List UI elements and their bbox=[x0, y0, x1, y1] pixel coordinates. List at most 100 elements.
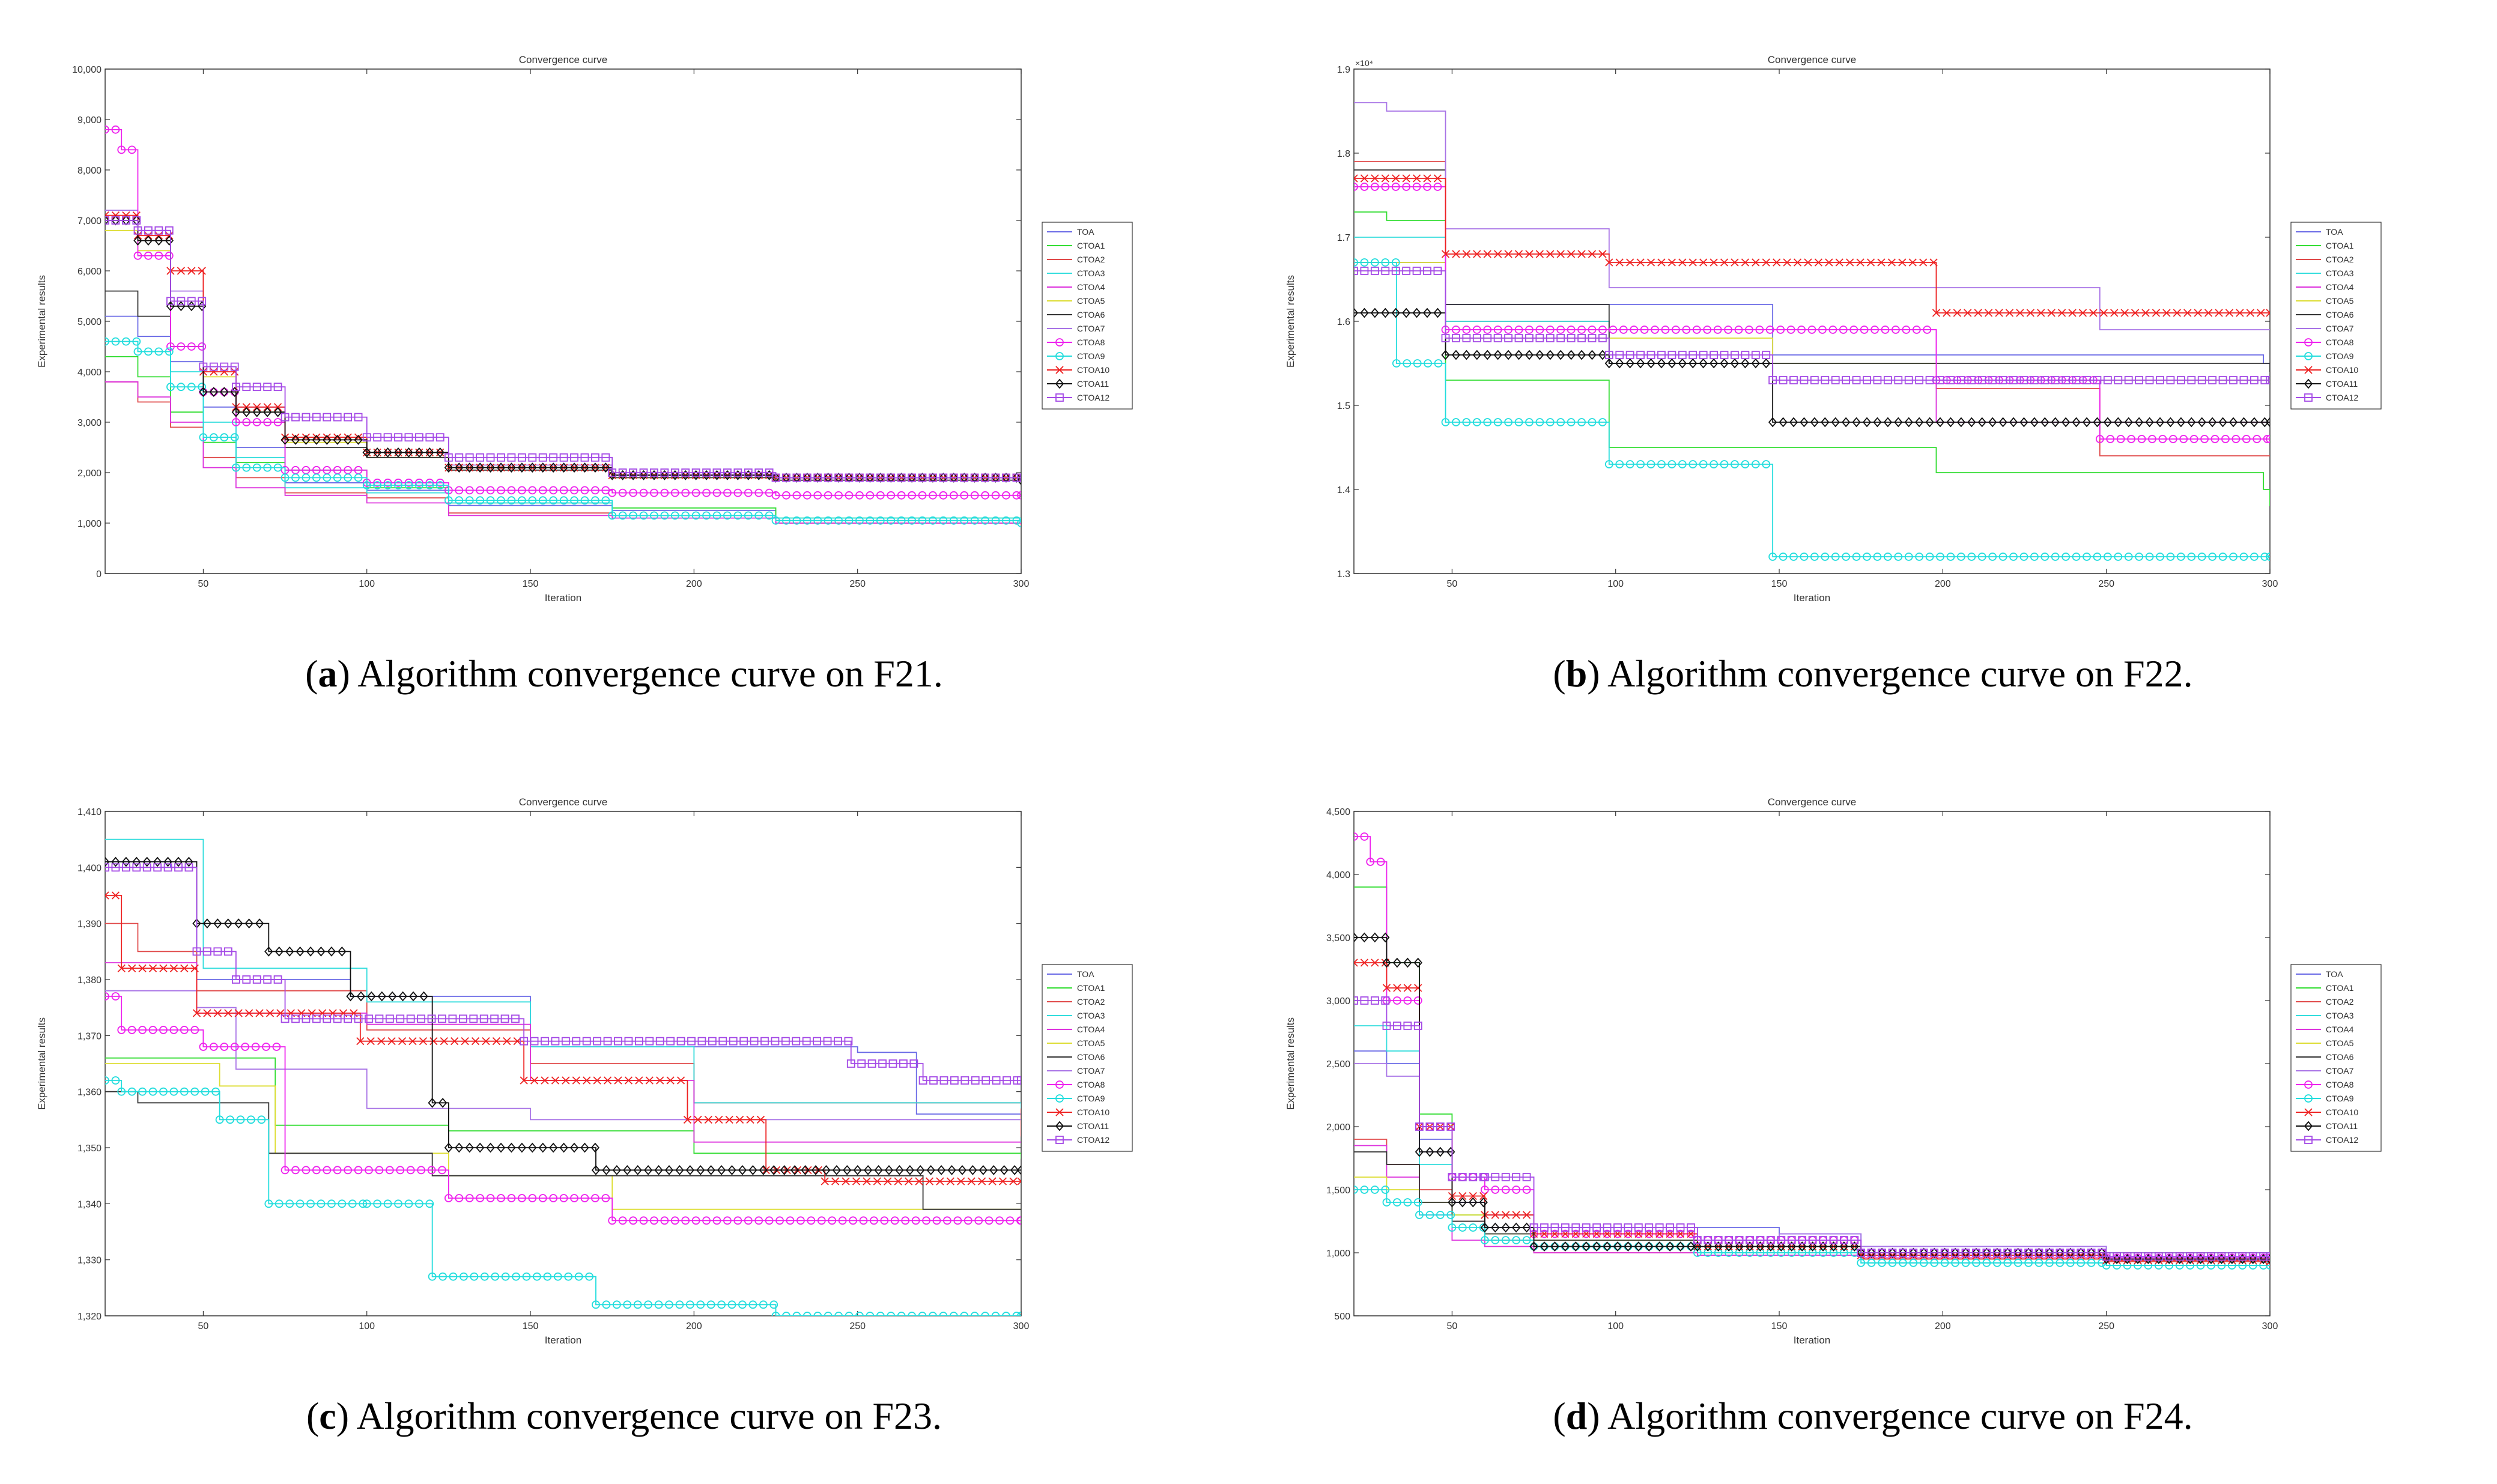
legend-marker bbox=[2304, 378, 2313, 389]
data-point-marker bbox=[111, 891, 120, 900]
data-point-marker bbox=[166, 342, 175, 351]
data-point-marker bbox=[1810, 553, 1819, 561]
data-point-marker bbox=[1751, 358, 1761, 369]
data-point-marker bbox=[796, 1216, 805, 1225]
data-point-marker bbox=[1842, 553, 1851, 561]
data-point-marker bbox=[1577, 326, 1586, 334]
data-point-marker bbox=[2148, 435, 2156, 443]
data-point-marker bbox=[220, 362, 229, 371]
data-point-marker bbox=[517, 1142, 527, 1153]
data-point-marker bbox=[1604, 358, 1614, 369]
data-point-marker bbox=[1982, 1258, 1991, 1267]
data-point-marker bbox=[624, 1037, 633, 1046]
data-point-marker bbox=[154, 347, 163, 356]
data-point-marker bbox=[561, 1037, 570, 1046]
data-point-marker bbox=[2134, 1261, 2142, 1270]
data-point-marker bbox=[2248, 1254, 2257, 1264]
data-point-marker bbox=[1946, 553, 1955, 561]
data-point-marker bbox=[177, 383, 186, 392]
data-point-marker bbox=[981, 516, 989, 525]
data-point-marker bbox=[1808, 1236, 1817, 1244]
series-layer bbox=[1354, 102, 2270, 561]
legend: TOACTOA1CTOA2CTOA3CTOA4CTOA5CTOA6CTOA7CT… bbox=[2290, 222, 2382, 410]
data-point-marker bbox=[1577, 334, 1586, 342]
series-ctoa12 bbox=[105, 863, 1021, 1085]
data-point-marker bbox=[2062, 376, 2071, 384]
data-point-marker bbox=[174, 863, 183, 872]
data-point-marker bbox=[273, 407, 282, 417]
data-point-marker bbox=[1472, 418, 1481, 426]
data-point-marker bbox=[354, 435, 363, 445]
y-tick-label: 3,000 bbox=[1326, 996, 1350, 1007]
data-point-marker bbox=[771, 1037, 780, 1046]
series-line bbox=[105, 838, 1021, 1109]
axis-exponent: ×10⁴ bbox=[1355, 58, 1373, 68]
data-point-marker bbox=[169, 1087, 178, 1096]
data-point-marker bbox=[1452, 326, 1460, 334]
data-point-marker bbox=[1567, 418, 1576, 426]
data-point-marker bbox=[285, 946, 294, 957]
y-tick-label: 1,380 bbox=[77, 975, 102, 986]
data-point-marker bbox=[907, 473, 917, 483]
legend-item-ctoa2: CTOA2 bbox=[2296, 997, 2354, 1007]
x-tick-label: 300 bbox=[1013, 1321, 1030, 1331]
data-point-marker bbox=[1370, 307, 1380, 318]
data-point-marker bbox=[1768, 376, 1777, 384]
data-point-marker bbox=[2087, 1249, 2096, 1257]
data-point-marker bbox=[427, 1014, 436, 1023]
data-point-marker bbox=[863, 1164, 873, 1175]
legend-label: CTOA7 bbox=[1077, 324, 1105, 333]
x-tick-label: 100 bbox=[359, 579, 375, 589]
data-point-marker bbox=[2175, 1261, 2184, 1270]
data-point-marker bbox=[2263, 435, 2270, 443]
data-point-marker bbox=[144, 347, 153, 356]
legend-marker bbox=[1055, 378, 1064, 389]
data-point-marker bbox=[1734, 326, 1743, 334]
data-point-marker bbox=[2124, 553, 2133, 561]
data-point-marker bbox=[138, 1026, 147, 1034]
data-point-marker bbox=[230, 362, 239, 371]
data-point-marker bbox=[1998, 376, 2007, 384]
data-point-marker bbox=[1755, 326, 1764, 334]
data-point-marker bbox=[2265, 417, 2270, 428]
data-point-marker bbox=[1535, 326, 1544, 334]
data-point-marker bbox=[1561, 1223, 1570, 1232]
data-point-marker bbox=[1839, 1249, 1848, 1257]
data-point-marker bbox=[2238, 1252, 2247, 1261]
legend-label: CTOA2 bbox=[2326, 997, 2354, 1007]
data-point-marker bbox=[1636, 358, 1645, 369]
legend-item-ctoa8: CTOA8 bbox=[2296, 1080, 2354, 1089]
data-point-marker bbox=[715, 1115, 723, 1124]
data-point-marker bbox=[2217, 1261, 2226, 1270]
data-point-marker bbox=[1370, 932, 1380, 943]
x-tick-label: 200 bbox=[1935, 579, 1951, 589]
data-point-marker bbox=[1491, 1236, 1500, 1244]
legend-label: CTOA3 bbox=[1077, 1011, 1105, 1020]
x-axis-label: Iteration bbox=[1794, 1334, 1830, 1346]
data-point-marker bbox=[2166, 553, 2175, 561]
data-point-marker bbox=[1017, 491, 1021, 500]
data-point-marker bbox=[1866, 258, 1875, 267]
data-point-marker bbox=[628, 470, 638, 480]
data-point-marker bbox=[1501, 1186, 1510, 1194]
data-point-marker bbox=[215, 1115, 224, 1124]
data-point-marker bbox=[712, 488, 721, 497]
y-tick-label: 5,000 bbox=[77, 317, 102, 327]
data-point-marker bbox=[2135, 553, 2144, 561]
data-point-marker bbox=[887, 516, 896, 525]
legend-item-ctoa3: CTOA3 bbox=[2296, 268, 2354, 278]
data-point-marker bbox=[591, 1164, 601, 1175]
data-point-marker bbox=[1512, 1211, 1520, 1219]
data-point-marker bbox=[1423, 267, 1431, 275]
y-axis-label: Experimental results bbox=[1285, 1017, 1296, 1110]
data-point-marker bbox=[801, 1164, 810, 1175]
data-point-marker bbox=[362, 433, 371, 442]
data-point-marker bbox=[580, 486, 589, 495]
data-point-marker bbox=[2066, 1249, 2075, 1257]
data-point-marker bbox=[187, 267, 196, 275]
data-point-marker bbox=[2266, 376, 2270, 384]
data-point-marker bbox=[733, 511, 742, 520]
data-point-marker bbox=[1961, 1247, 1970, 1258]
data-point-marker bbox=[1915, 376, 1924, 384]
data-point-marker bbox=[1678, 258, 1687, 267]
